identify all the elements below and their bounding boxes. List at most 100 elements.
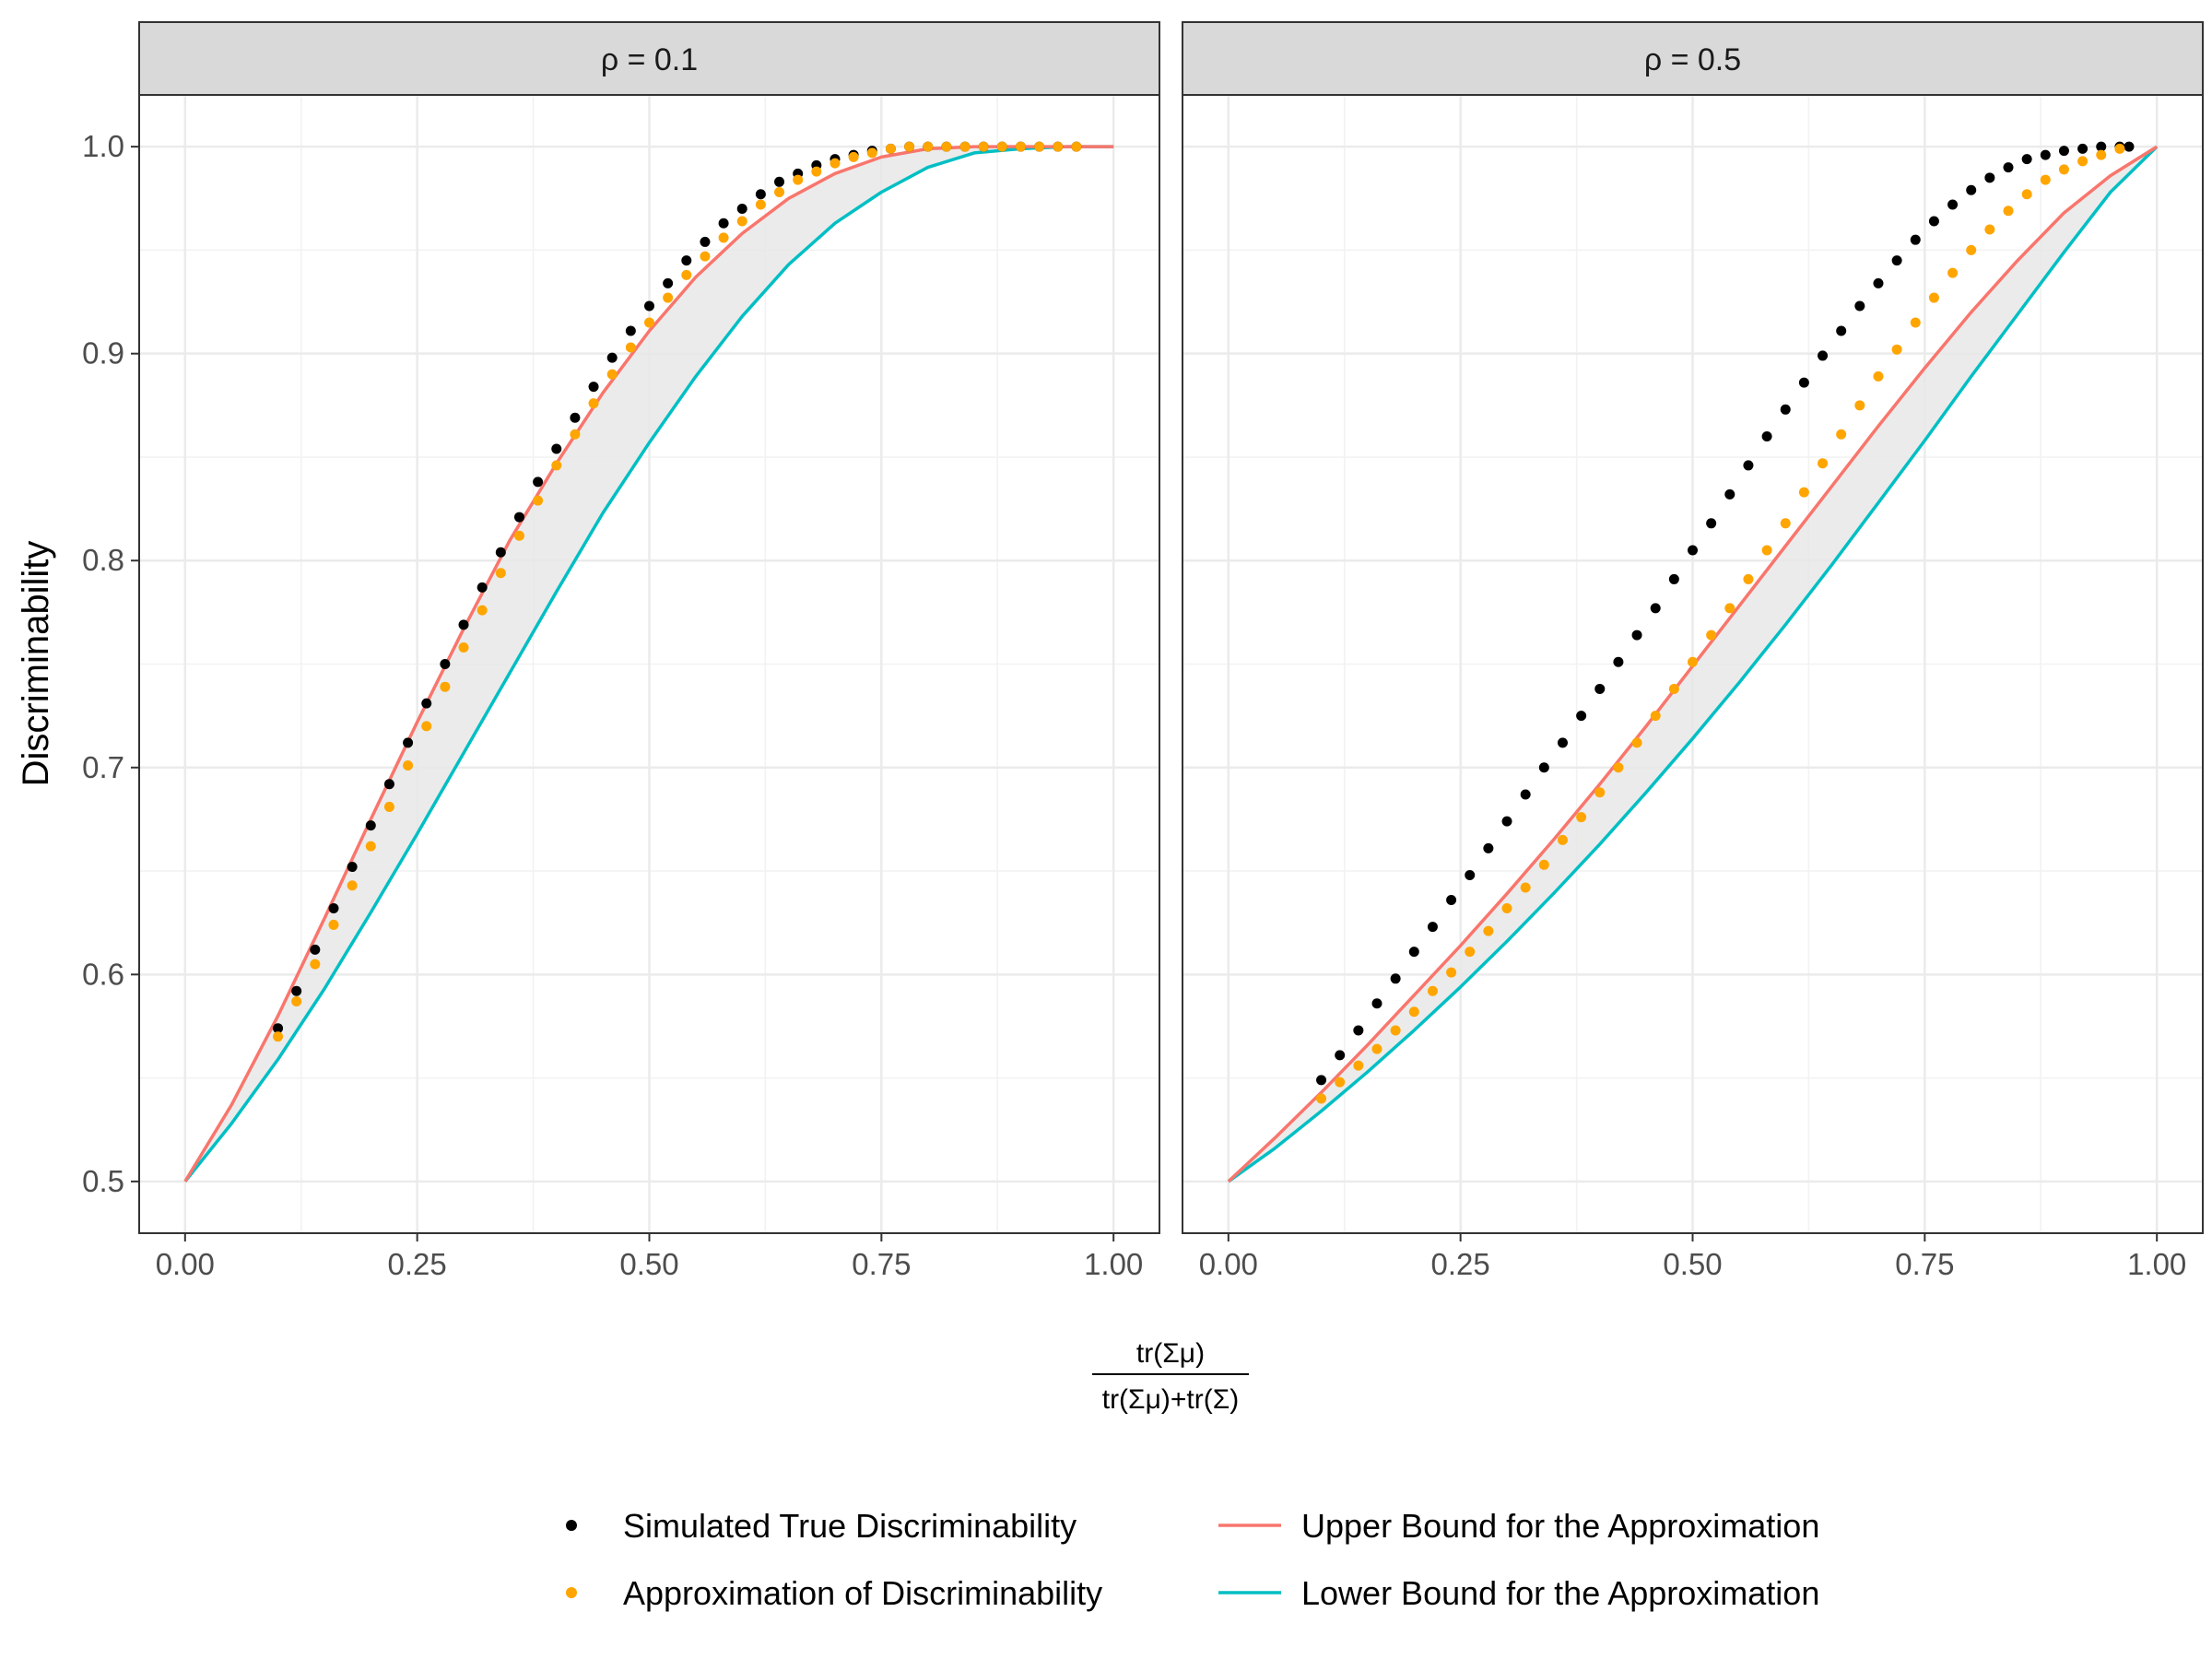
x-axis-title: tr(Σμ) tr(Σμ)+tr(Σ) <box>1092 1338 1249 1415</box>
approximation-point <box>440 681 451 692</box>
grid-lines <box>1182 95 2203 1233</box>
approximation-point <box>2003 206 2014 217</box>
simulated-point <box>736 204 747 214</box>
approximation-point <box>1984 224 1995 235</box>
simulated-point <box>2040 149 2051 160</box>
approximation-point <box>1873 371 1884 382</box>
simulated-point <box>347 862 358 873</box>
approximation-point <box>1798 487 1809 498</box>
approximation-point <box>1780 518 1791 529</box>
simulated-point <box>1613 656 1624 667</box>
simulated-point <box>774 176 785 187</box>
simulated-point <box>755 189 766 200</box>
facet-strip <box>1182 21 2204 96</box>
simulated-point <box>718 218 729 229</box>
approximation-point <box>588 398 599 409</box>
facet-strip-label: ρ = 0.5 <box>1644 42 1741 77</box>
approximation-point <box>1650 711 1661 722</box>
approximation-point <box>1353 1060 1364 1071</box>
simulated-point <box>421 698 432 709</box>
simulated-point <box>1891 255 1902 266</box>
y-axis-ticks: 0.5 0.6 0.7 0.8 0.9 1.0 <box>82 129 139 1198</box>
approximation-point <box>1408 1006 1419 1018</box>
simulated-points <box>1316 141 2135 1086</box>
simulated-point <box>1408 947 1419 958</box>
x-tick-label: 0.75 <box>1895 1247 1954 1281</box>
x-tick-label: 1.00 <box>1084 1247 1143 1281</box>
approximation-point <box>2021 189 2032 200</box>
lower-bound-line <box>1227 145 2159 1183</box>
simulated-point <box>1706 518 1717 529</box>
approximation-point <box>1483 925 1494 936</box>
simulated-point <box>1724 488 1735 500</box>
simulated-point <box>403 737 414 748</box>
simulated-point <box>1335 1050 1346 1061</box>
y-tick-label: 0.6 <box>82 957 124 991</box>
simulated-point <box>533 477 544 488</box>
x-axis-ticks: 0.00 0.25 0.50 0.75 1.00 <box>1199 1233 2186 1281</box>
approximation-point <box>383 801 394 812</box>
approximation-point <box>848 151 859 162</box>
x-tick-label: 0.00 <box>1199 1247 1258 1281</box>
simulated-point <box>1538 762 1549 773</box>
approximation-point <box>1071 141 1082 152</box>
facet-panels: ρ = 0.10.00 0.25 0.50 0.75 1.000.50.60.70.80… <box>82 21 2204 1281</box>
approximation-point <box>347 880 358 891</box>
simulated-point <box>273 1023 284 1034</box>
approximation-point <box>793 174 804 185</box>
simulated-point <box>2058 146 2069 157</box>
simulated-point <box>1668 573 1679 584</box>
x-axis-ticks: 0.00 0.25 0.50 0.75 1.00 <box>156 1233 1143 1281</box>
approximation-point <box>830 158 841 169</box>
simulated-point <box>1465 870 1476 881</box>
simulated-point <box>1947 199 1959 210</box>
y-tick-label: 0.8 <box>82 543 124 577</box>
approximation-point <box>1316 1093 1327 1104</box>
approximation-point <box>923 141 934 152</box>
approximation-point <box>736 216 747 227</box>
approximation-point <box>1668 683 1679 694</box>
simulated-point <box>1501 816 1512 827</box>
approximation-point <box>551 460 562 471</box>
simulated-point <box>1984 172 1995 183</box>
approximation-point <box>755 199 766 210</box>
approximation-point <box>1854 400 1865 411</box>
approximation-point <box>1465 947 1476 958</box>
approximation-point <box>811 166 822 177</box>
x-tick-label: 0.50 <box>1663 1247 1722 1281</box>
approximation-point <box>1053 141 1064 152</box>
facet-panel-1: ρ = 0.10.00 0.25 0.50 0.75 1.000.50.60.70.80… <box>82 21 1160 1281</box>
simulated-point <box>551 443 562 454</box>
approximation-point <box>774 187 785 198</box>
approximation-point <box>941 141 952 152</box>
approximation-point <box>1818 458 1829 469</box>
simulated-point <box>1446 894 1457 905</box>
simulated-point <box>310 944 321 955</box>
legend-label-approximation: Approximation of Discriminability <box>623 1574 1102 1612</box>
bound-band <box>184 147 1114 1182</box>
approximation-point <box>1910 317 1921 328</box>
simulated-point <box>1743 460 1754 471</box>
approximation-point <box>458 642 469 653</box>
approximation-point <box>644 317 654 328</box>
simulated-point <box>1836 325 1847 336</box>
legend-label-lower-bound: Lower Bound for the Approximation <box>1301 1574 1819 1612</box>
x-tick-label: 0.50 <box>619 1247 678 1281</box>
approximation-point <box>513 530 524 541</box>
x-tick-label: 0.75 <box>852 1247 911 1281</box>
simulated-point <box>1928 216 1939 227</box>
simulated-point <box>291 985 302 996</box>
simulated-point <box>1353 1025 1364 1036</box>
simulated-point <box>1780 404 1791 415</box>
approximation-point <box>1613 762 1624 773</box>
approximation-point <box>1891 344 1902 355</box>
legend-key-approximation <box>566 1587 577 1598</box>
approximation-point <box>718 232 729 243</box>
simulated-point <box>1316 1075 1327 1086</box>
approximation-point <box>365 841 376 852</box>
approximation-point <box>310 959 321 970</box>
simulated-point <box>2124 141 2135 152</box>
approximation-point <box>1371 1043 1382 1054</box>
x-axis-title-denominator: tr(Σμ)+tr(Σ) <box>1102 1384 1240 1415</box>
